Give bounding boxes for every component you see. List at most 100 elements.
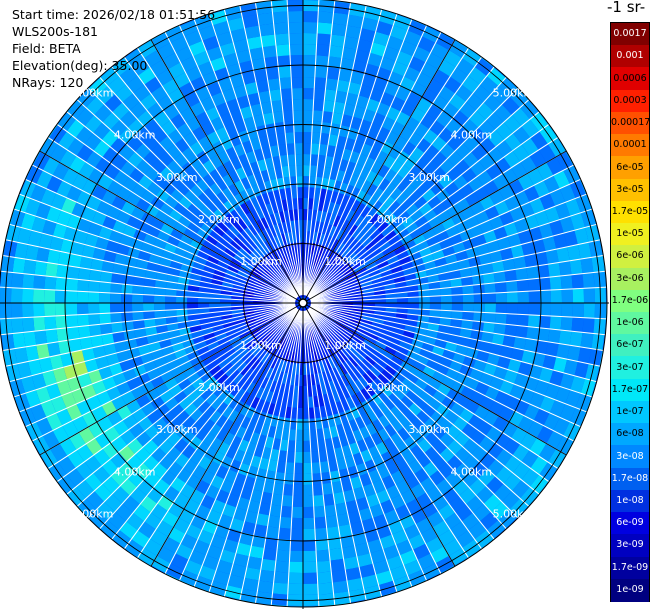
- range-gate: [267, 355, 276, 368]
- range-gate: [50, 193, 67, 211]
- range-gate: [338, 282, 350, 289]
- range-gate: [276, 132, 287, 145]
- range-gate: [144, 76, 162, 94]
- range-gate: [326, 317, 337, 325]
- range-gate: [230, 563, 247, 578]
- range-gate: [340, 290, 352, 295]
- range-gate: [246, 278, 258, 286]
- range-gate: [494, 281, 507, 293]
- ray-separator: [310, 305, 581, 428]
- range-gate: [262, 112, 275, 125]
- range-gate: [259, 569, 275, 583]
- range-gate: [265, 329, 276, 339]
- range-gate: [233, 507, 248, 522]
- range-gate: [94, 483, 113, 502]
- range-gate: [223, 200, 235, 213]
- range-gate: [493, 66, 507, 78]
- range-gate: [86, 195, 102, 212]
- range-gate: [388, 446, 403, 461]
- range-gate: [135, 336, 149, 348]
- range-gate: [86, 394, 102, 411]
- colorbar-segment: [611, 356, 649, 380]
- range-gate: [255, 125, 268, 138]
- range-gate: [418, 202, 433, 216]
- range-gate: [165, 316, 178, 325]
- range-gate: [58, 456, 76, 475]
- range-gate: [430, 42, 449, 60]
- range-gate: [443, 538, 462, 556]
- range-gate: [95, 355, 109, 370]
- range-gate: [221, 418, 234, 432]
- range-gate: [292, 99, 303, 111]
- range-gate: [168, 384, 183, 397]
- range-gate: [269, 380, 278, 393]
- range-gate: [216, 191, 229, 205]
- range-gate: [233, 119, 247, 134]
- range-ring-label: 3.00km: [156, 171, 198, 184]
- range-gate: [261, 365, 271, 377]
- range-gate: [378, 332, 391, 342]
- range-gate: [240, 263, 252, 273]
- range-gate: [224, 273, 236, 281]
- ray-separator: [137, 47, 300, 297]
- range-gate: [393, 350, 407, 361]
- range-gate: [330, 558, 346, 572]
- range-gate: [315, 268, 323, 279]
- range-gate: [320, 246, 328, 258]
- range-gate: [549, 316, 562, 331]
- range-gate: [62, 420, 79, 438]
- range-gate: [359, 345, 371, 356]
- range-gate: [512, 444, 530, 462]
- range-gate: [361, 517, 377, 532]
- range-gate: [359, 166, 371, 180]
- azimuth-spoke: [39, 302, 304, 456]
- range-gate: [336, 135, 348, 149]
- range-gate: [180, 234, 193, 246]
- range-gate: [138, 416, 153, 432]
- range-gate: [381, 369, 394, 381]
- ray-separator: [2, 303, 296, 352]
- range-gate: [364, 355, 377, 366]
- range-gate: [175, 543, 194, 560]
- range-gate: [345, 25, 362, 39]
- range-gate: [517, 229, 532, 245]
- range-gate: [125, 338, 138, 351]
- range-gate: [111, 57, 125, 68]
- range-gate: [195, 382, 209, 396]
- range-gate: [277, 55, 291, 68]
- range-gate: [273, 571, 289, 584]
- range-gate: [512, 461, 531, 480]
- range-gate: [303, 219, 308, 232]
- range-gate: [255, 194, 266, 208]
- range-gate: [534, 379, 550, 396]
- range-gate: [325, 224, 333, 236]
- range-gate: [153, 417, 168, 433]
- range-gate: [33, 288, 45, 303]
- range-gate: [577, 242, 592, 259]
- range-gate: [290, 351, 296, 364]
- range-gate: [539, 303, 552, 316]
- range-gate: [334, 273, 345, 282]
- range-gate: [521, 450, 539, 469]
- range-gate: [495, 303, 507, 314]
- range-gate: [267, 314, 279, 321]
- ray-separator: [164, 309, 300, 575]
- ray-separator: [307, 56, 483, 297]
- range-gate: [212, 369, 225, 381]
- range-gate: [527, 168, 544, 186]
- range-gate: [140, 495, 158, 513]
- range-gate: [363, 339, 375, 349]
- range-gate: [400, 395, 414, 409]
- range-gate: [210, 56, 227, 72]
- range-ring: [64, 64, 542, 542]
- range-gate: [272, 582, 289, 595]
- range-gate: [129, 101, 147, 119]
- range-gate: [567, 244, 581, 261]
- range-gate: [213, 385, 226, 398]
- range-gate: [553, 417, 570, 436]
- range-gate: [291, 76, 303, 89]
- range-gate: [446, 261, 460, 272]
- range-gate: [526, 265, 539, 280]
- range-gate: [265, 67, 280, 80]
- range-gate: [99, 303, 111, 314]
